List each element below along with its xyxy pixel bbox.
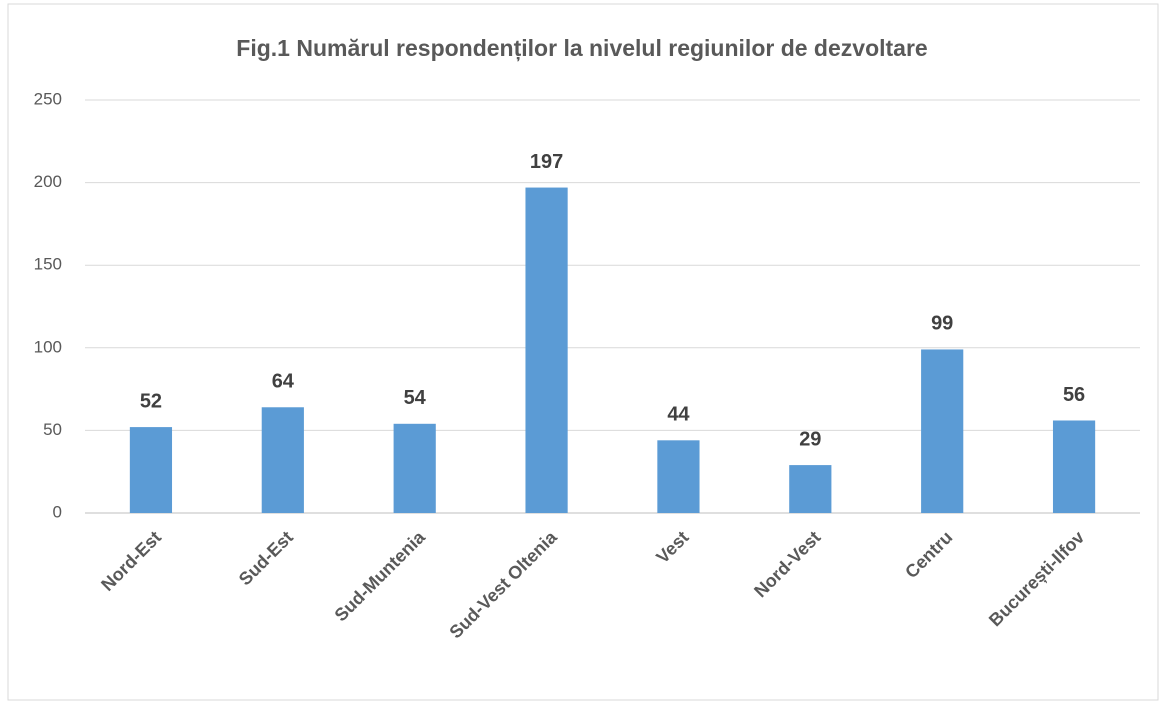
bar [129,427,173,513]
data-label: 29 [799,428,821,450]
y-tick-label: 0 [53,502,62,521]
chart-border [7,3,1159,701]
data-label: 52 [140,390,162,412]
bar [657,440,700,513]
data-label: 99 [931,313,953,335]
bar [789,465,832,513]
data-label: 197 [530,151,563,173]
bar [393,423,436,513]
y-tick-label: 200 [34,172,62,191]
y-tick-label: 100 [34,337,62,356]
data-label: 54 [404,387,427,409]
y-tick-label: 50 [43,420,62,439]
bar [1052,420,1096,513]
data-label: 56 [1063,384,1085,406]
data-label: 64 [272,371,295,393]
bar [261,407,304,513]
chart-title: Fig.1 Numărul respondenților la nivelul … [236,35,927,62]
bar [921,349,964,513]
bar [525,187,568,513]
y-tick-label: 250 [34,89,62,108]
data-label: 44 [667,404,690,426]
y-tick-label: 150 [34,255,62,274]
